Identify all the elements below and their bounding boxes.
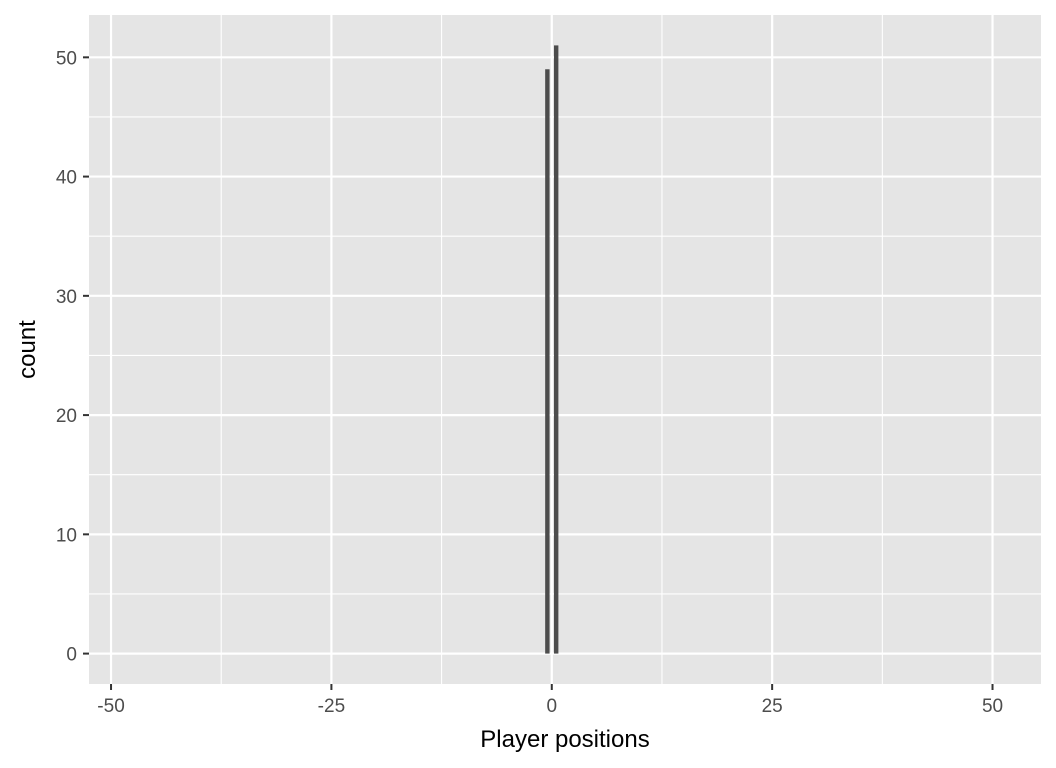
- plot-panel: [89, 15, 1041, 684]
- x-axis-ticks: -50 -25 0 25 50: [97, 684, 1003, 717]
- y-tick-label: 20: [56, 406, 77, 427]
- x-tick-label: 0: [546, 696, 557, 717]
- histogram-bars: [545, 45, 559, 654]
- x-tick-label: 50: [982, 696, 1003, 717]
- y-tick-label: 10: [56, 525, 77, 546]
- histogram-bar: [553, 45, 559, 654]
- y-tick-label: 50: [56, 48, 77, 69]
- x-tick-label: 25: [762, 696, 783, 717]
- y-tick-label: 30: [56, 287, 77, 308]
- y-tick-label: 0: [66, 645, 77, 666]
- minor-grid-lines: [89, 15, 1041, 684]
- histogram-bar: [545, 69, 550, 654]
- x-tick-label: -25: [318, 696, 345, 717]
- y-axis-ticks: 0 10 20 30 40 50: [56, 48, 89, 666]
- major-grid-lines: [89, 15, 1041, 684]
- x-axis-title: Player positions: [480, 726, 649, 753]
- x-tick-label: -50: [97, 696, 124, 717]
- y-tick-label: 40: [56, 168, 77, 189]
- y-axis-title: count: [14, 320, 41, 379]
